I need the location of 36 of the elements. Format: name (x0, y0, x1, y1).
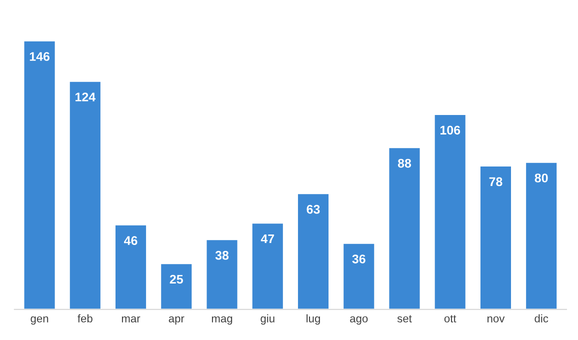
x-tick-label: giu (260, 314, 274, 325)
bar (433, 114, 467, 310)
data-label: 36 (352, 254, 366, 264)
data-label: 80 (534, 174, 548, 182)
data-label: 46 (124, 236, 138, 246)
bar (342, 242, 376, 310)
x-tick-label: apr (168, 316, 184, 325)
x-tick-label: lug (306, 314, 320, 325)
data-label: 47 (260, 234, 274, 244)
x-tick-label: nov (488, 316, 505, 322)
x-tick-label: mag (212, 316, 232, 325)
bar (205, 238, 239, 310)
data-label: 124 (76, 92, 96, 102)
data-label: 88 (398, 158, 412, 168)
bar (68, 80, 102, 310)
bar (114, 224, 148, 310)
x-tick-label: ott (444, 315, 456, 322)
bar (524, 161, 558, 310)
data-label: 25 (170, 274, 183, 284)
bar (296, 192, 330, 310)
x-tick-label: gen (30, 316, 48, 325)
data-label: 38 (215, 250, 229, 260)
x-tick-label: dic (534, 314, 548, 322)
data-label: 106 (440, 126, 460, 135)
x-tick-label: mar (122, 316, 140, 322)
bar (22, 40, 56, 310)
x-tick-label: ago (350, 316, 368, 325)
x-tick-label: set (397, 315, 412, 322)
bar (250, 222, 284, 310)
x-tick-label: feb (78, 314, 92, 322)
bar (160, 262, 194, 310)
data-label: 146 (30, 52, 50, 61)
data-label: 78 (489, 177, 502, 186)
data-label: 63 (306, 204, 320, 214)
bar (388, 146, 422, 310)
bar (479, 165, 512, 310)
